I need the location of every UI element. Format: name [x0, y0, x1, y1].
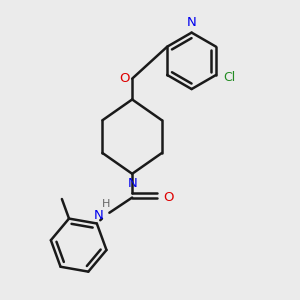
Text: N: N [94, 209, 104, 222]
Text: N: N [127, 177, 137, 190]
Text: N: N [187, 16, 196, 29]
Text: O: O [119, 72, 130, 85]
Text: Cl: Cl [224, 71, 236, 84]
Text: O: O [164, 191, 174, 204]
Text: H: H [102, 199, 110, 209]
